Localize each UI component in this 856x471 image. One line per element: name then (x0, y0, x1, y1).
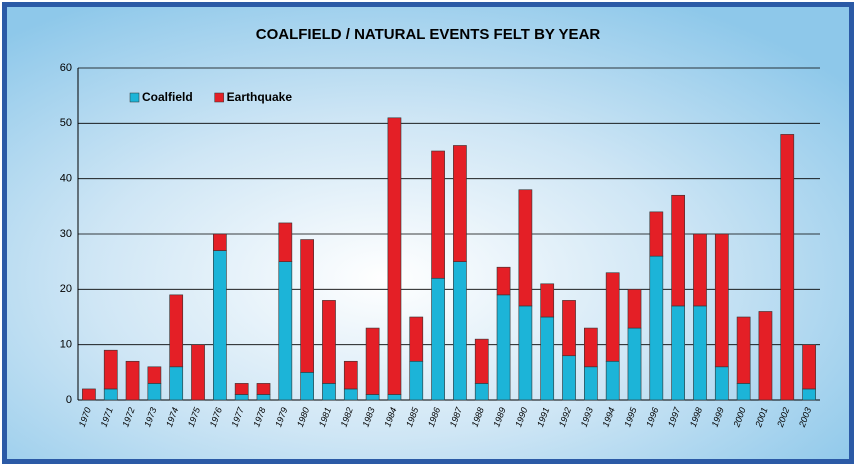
bar-segment (802, 388, 816, 401)
bar-segment (322, 383, 336, 401)
bar-segment (562, 300, 576, 357)
bar-segment (256, 394, 271, 401)
y-tick-label: 60 (60, 62, 72, 74)
bar-segment (343, 360, 358, 390)
bar-segment (103, 349, 118, 390)
bar-segment (584, 366, 598, 401)
y-tick-label: 10 (60, 339, 72, 351)
bar-segment (627, 327, 642, 401)
bar-segment (802, 344, 816, 390)
y-tick-label: 0 (66, 394, 72, 406)
bar-segment (474, 383, 489, 401)
bar-segment (234, 394, 249, 401)
chart-title: COALFIELD / NATURAL EVENTS FELT BY YEAR (256, 26, 601, 43)
bar-segment (365, 327, 380, 395)
bar-segment (540, 283, 555, 318)
legend-swatch (129, 92, 140, 103)
bar-segment (365, 394, 380, 401)
bar-segment (693, 305, 707, 401)
bar-segment (649, 255, 664, 401)
bar-segment (736, 383, 751, 401)
y-tick-label: 40 (60, 173, 72, 185)
bar-segment (605, 360, 620, 401)
bar-segment (213, 233, 227, 251)
bar-segment (562, 355, 576, 401)
bar-segment (518, 305, 533, 401)
bar-segment (671, 305, 685, 401)
bar-segment (736, 316, 751, 384)
bar-segment (518, 189, 533, 307)
bar-segment (409, 360, 424, 401)
bar-segment (496, 266, 511, 296)
bar-segment (780, 134, 795, 401)
bar-segment (147, 383, 162, 401)
bar-segment (300, 239, 314, 373)
y-tick-label: 20 (60, 283, 72, 295)
bar-segment (82, 388, 96, 401)
bar-segment (278, 222, 293, 262)
bar-segment (627, 289, 642, 329)
bar-segment (169, 366, 184, 401)
background (7, 7, 849, 459)
bar-segment (387, 117, 402, 395)
bar-segment (431, 277, 445, 401)
y-tick-label: 30 (60, 228, 72, 240)
y-tick-label: 50 (60, 117, 72, 129)
bar-segment (300, 372, 314, 401)
bar-segment (387, 394, 402, 401)
bar-segment (474, 338, 489, 384)
bar-segment (649, 211, 664, 257)
bar-segment (278, 261, 293, 401)
bar-segment (103, 388, 118, 401)
legend-swatch (214, 92, 224, 103)
bar-segment (758, 311, 773, 401)
bar-segment (496, 294, 511, 401)
bar-segment (343, 388, 358, 401)
bar-segment (431, 150, 445, 279)
bar-segment (693, 233, 707, 307)
legend-label: Coalfield (142, 90, 193, 104)
bar-segment (453, 261, 467, 401)
bar-segment (584, 327, 598, 368)
bar-segment (125, 360, 140, 401)
bar-segment (453, 145, 467, 262)
bar-segment (714, 233, 729, 368)
bar-segment (213, 250, 227, 401)
bar-segment (409, 316, 424, 362)
bar-segment (540, 316, 555, 401)
bar-segment (605, 272, 620, 362)
bar-segment (169, 294, 184, 368)
bar-segment (147, 366, 162, 384)
bar-segment (256, 383, 271, 395)
bar-segment (671, 194, 685, 307)
bar-segment (234, 383, 249, 395)
legend-label: Earthquake (227, 90, 293, 104)
bar-segment (714, 366, 729, 401)
bar-segment (322, 300, 336, 384)
bar-segment (191, 344, 205, 401)
